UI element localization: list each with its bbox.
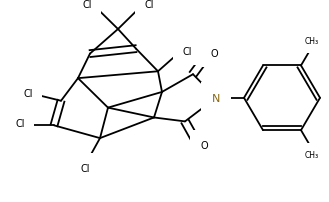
Text: Cl: Cl	[15, 119, 25, 129]
Text: CH₃: CH₃	[305, 150, 319, 160]
Text: Cl: Cl	[82, 0, 92, 10]
Text: Cl: Cl	[182, 46, 192, 56]
Text: Cl: Cl	[80, 163, 90, 173]
Text: O: O	[210, 48, 218, 58]
Text: Cl: Cl	[144, 0, 154, 10]
Text: Cl: Cl	[23, 88, 33, 98]
Text: N: N	[212, 93, 220, 103]
Text: O: O	[200, 140, 208, 150]
Text: CH₃: CH₃	[305, 37, 319, 46]
